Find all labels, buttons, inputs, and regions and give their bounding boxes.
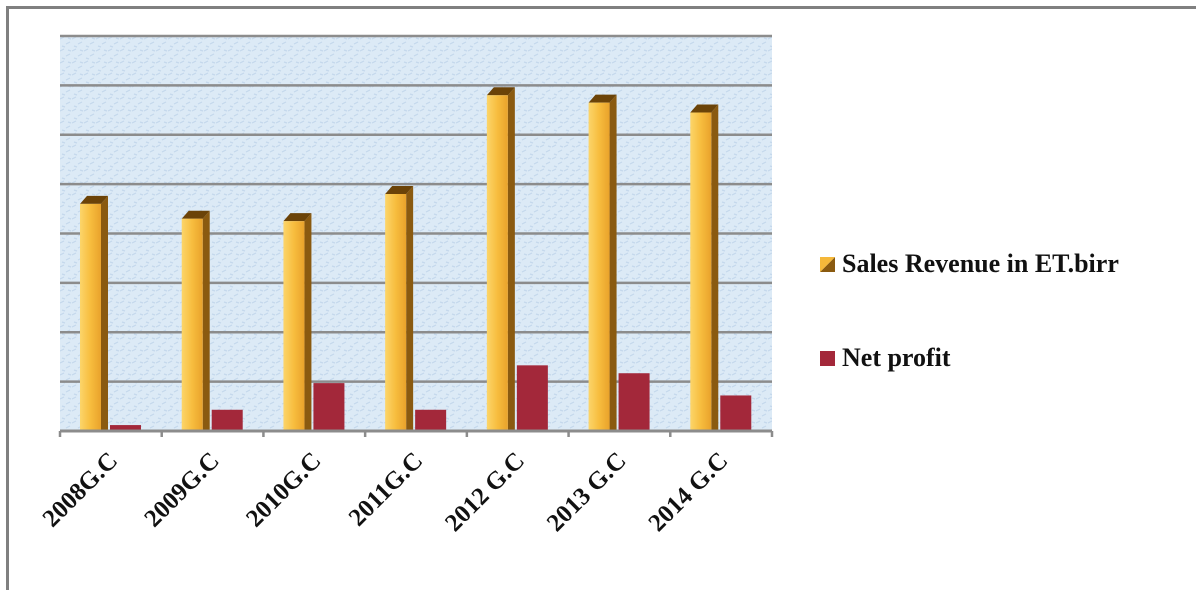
sales-bar-top (181, 210, 210, 219)
sales-bar-top (690, 104, 719, 113)
x-tick-label: 2014 G.C (644, 447, 734, 537)
legend-label-sales: Sales Revenue in ET.birr (842, 249, 1119, 278)
sales-bar-top (588, 94, 617, 103)
sales-bar-top (486, 87, 515, 96)
profit-bar (618, 373, 650, 431)
x-axis (58, 429, 774, 437)
x-tick-label: 2008G.C (38, 447, 123, 532)
sales-bar-side (202, 210, 210, 431)
sales-bar-side (711, 104, 719, 431)
x-tick-label: 2013 G.C (542, 447, 632, 537)
profit-bar (313, 383, 345, 431)
profit-bar (516, 365, 548, 431)
profit-bar (110, 425, 141, 431)
profit-bar (720, 395, 752, 431)
sales-bar (588, 102, 610, 431)
sales-bar-top (283, 213, 312, 222)
sales-bar-top (80, 195, 108, 204)
sales-bar (181, 218, 203, 431)
sales-bar (283, 221, 305, 431)
profit-bar (415, 409, 447, 431)
x-tick-label: 2012 G.C (440, 447, 530, 537)
sales-bar-side (101, 195, 108, 431)
legend: Sales Revenue in ET.birr Net profit (820, 244, 1119, 432)
x-tick-labels: 2008G.C 2009G.C 2010G.C 2011G.C 2012 G.C 2013… (38, 447, 734, 537)
sales-bar (486, 95, 508, 431)
sales-bar-side (507, 87, 515, 431)
x-tick-label: 2010G.C (241, 447, 326, 532)
legend-swatch-sales (820, 256, 835, 272)
profit-bar (211, 409, 243, 431)
legend-label-profit: Net profit (842, 343, 951, 372)
x-tick-label: 2009G.C (139, 447, 224, 532)
sales-bar-side (406, 186, 414, 431)
sales-bar (385, 194, 407, 431)
sales-bar-top (385, 186, 414, 194)
chart-frame (6, 6, 1196, 590)
bars (80, 87, 752, 431)
x-tick-label: 2011G.C (344, 447, 428, 531)
sales-bar-side (304, 213, 312, 431)
sales-bar-side (609, 94, 617, 431)
sales-bar (690, 112, 712, 431)
legend-swatch-profit (820, 350, 835, 366)
legend-item-sales: Sales Revenue in ET.birr (820, 244, 1119, 284)
sales-bar (80, 203, 101, 431)
legend-item-profit: Net profit (820, 338, 1119, 378)
